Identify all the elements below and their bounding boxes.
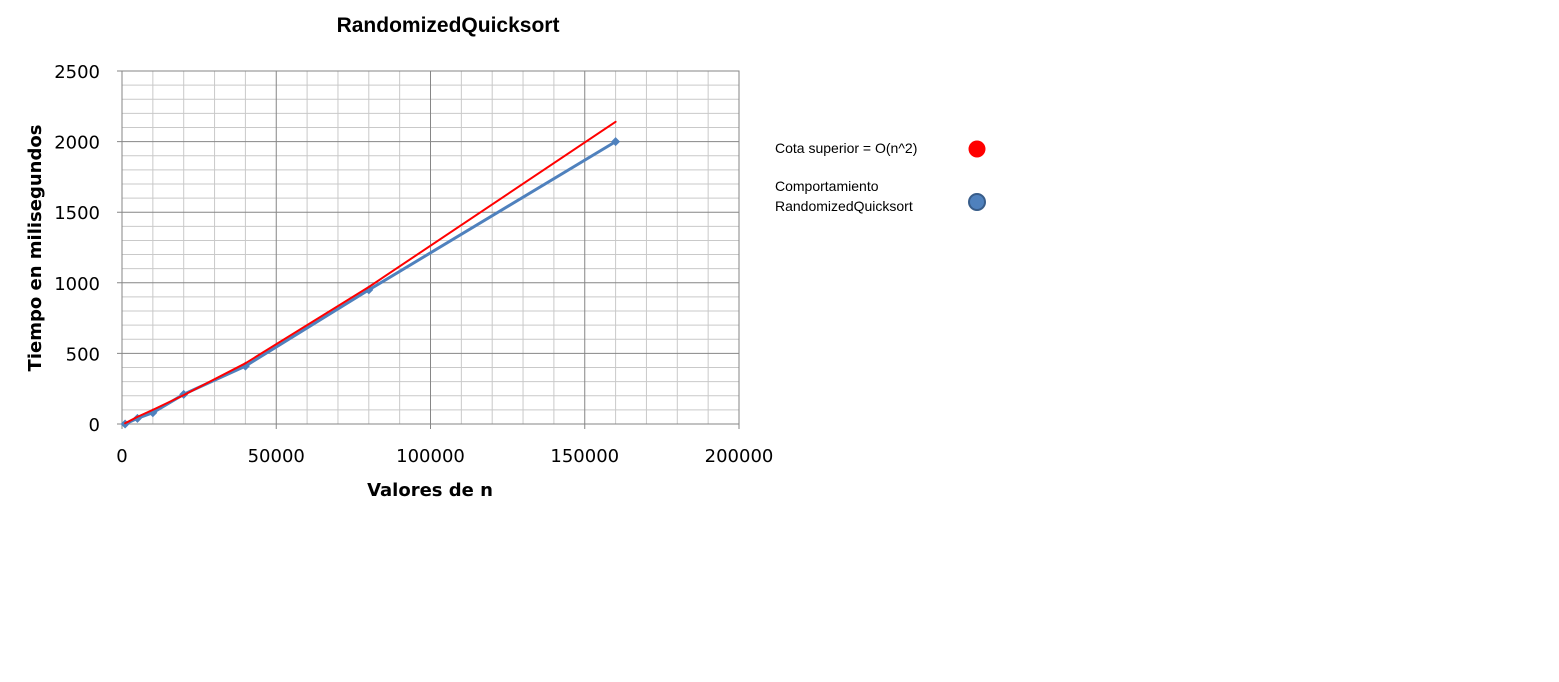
x-tick-label: 150000	[550, 446, 619, 467]
series-layer	[120, 120, 621, 429]
y-tick-label: 2000	[54, 133, 100, 154]
x-axis-ticks: 0 50000 100000 150000 200000	[116, 446, 773, 467]
y-tick-label: 0	[89, 415, 100, 436]
legend: Cota superior = O(n^2) Comportamiento Ra…	[775, 140, 986, 214]
y-axis-title: Tiempo en milisegundos	[25, 125, 46, 372]
y-axis-ticks: 0 500 1000 1500 2000 2500	[54, 62, 100, 436]
plot-area-border	[121, 70, 740, 425]
legend-marker-behavior	[968, 193, 986, 211]
major-gridlines	[117, 70, 740, 429]
x-tick-label: 50000	[248, 446, 305, 467]
legend-marker-upper-bound	[968, 140, 986, 158]
x-axis-title: Valores de n	[367, 480, 493, 501]
x-tick-label: 200000	[705, 446, 774, 467]
chart-title: RandomizedQuicksort	[337, 14, 560, 37]
x-tick-label: 100000	[396, 446, 465, 467]
series-line-upper-bound	[124, 120, 617, 425]
y-tick-label: 2500	[54, 62, 100, 83]
data-point-behavior	[611, 137, 621, 147]
x-tick-label: 0	[116, 446, 127, 467]
y-tick-label: 500	[66, 344, 100, 365]
legend-label-behavior-line2: RandomizedQuicksort	[775, 198, 913, 214]
y-tick-label: 1000	[54, 274, 100, 295]
y-tick-label: 1500	[54, 203, 100, 224]
legend-label-behavior-line1: Comportamiento	[775, 178, 879, 194]
legend-label-upper-bound: Cota superior = O(n^2)	[775, 140, 917, 156]
